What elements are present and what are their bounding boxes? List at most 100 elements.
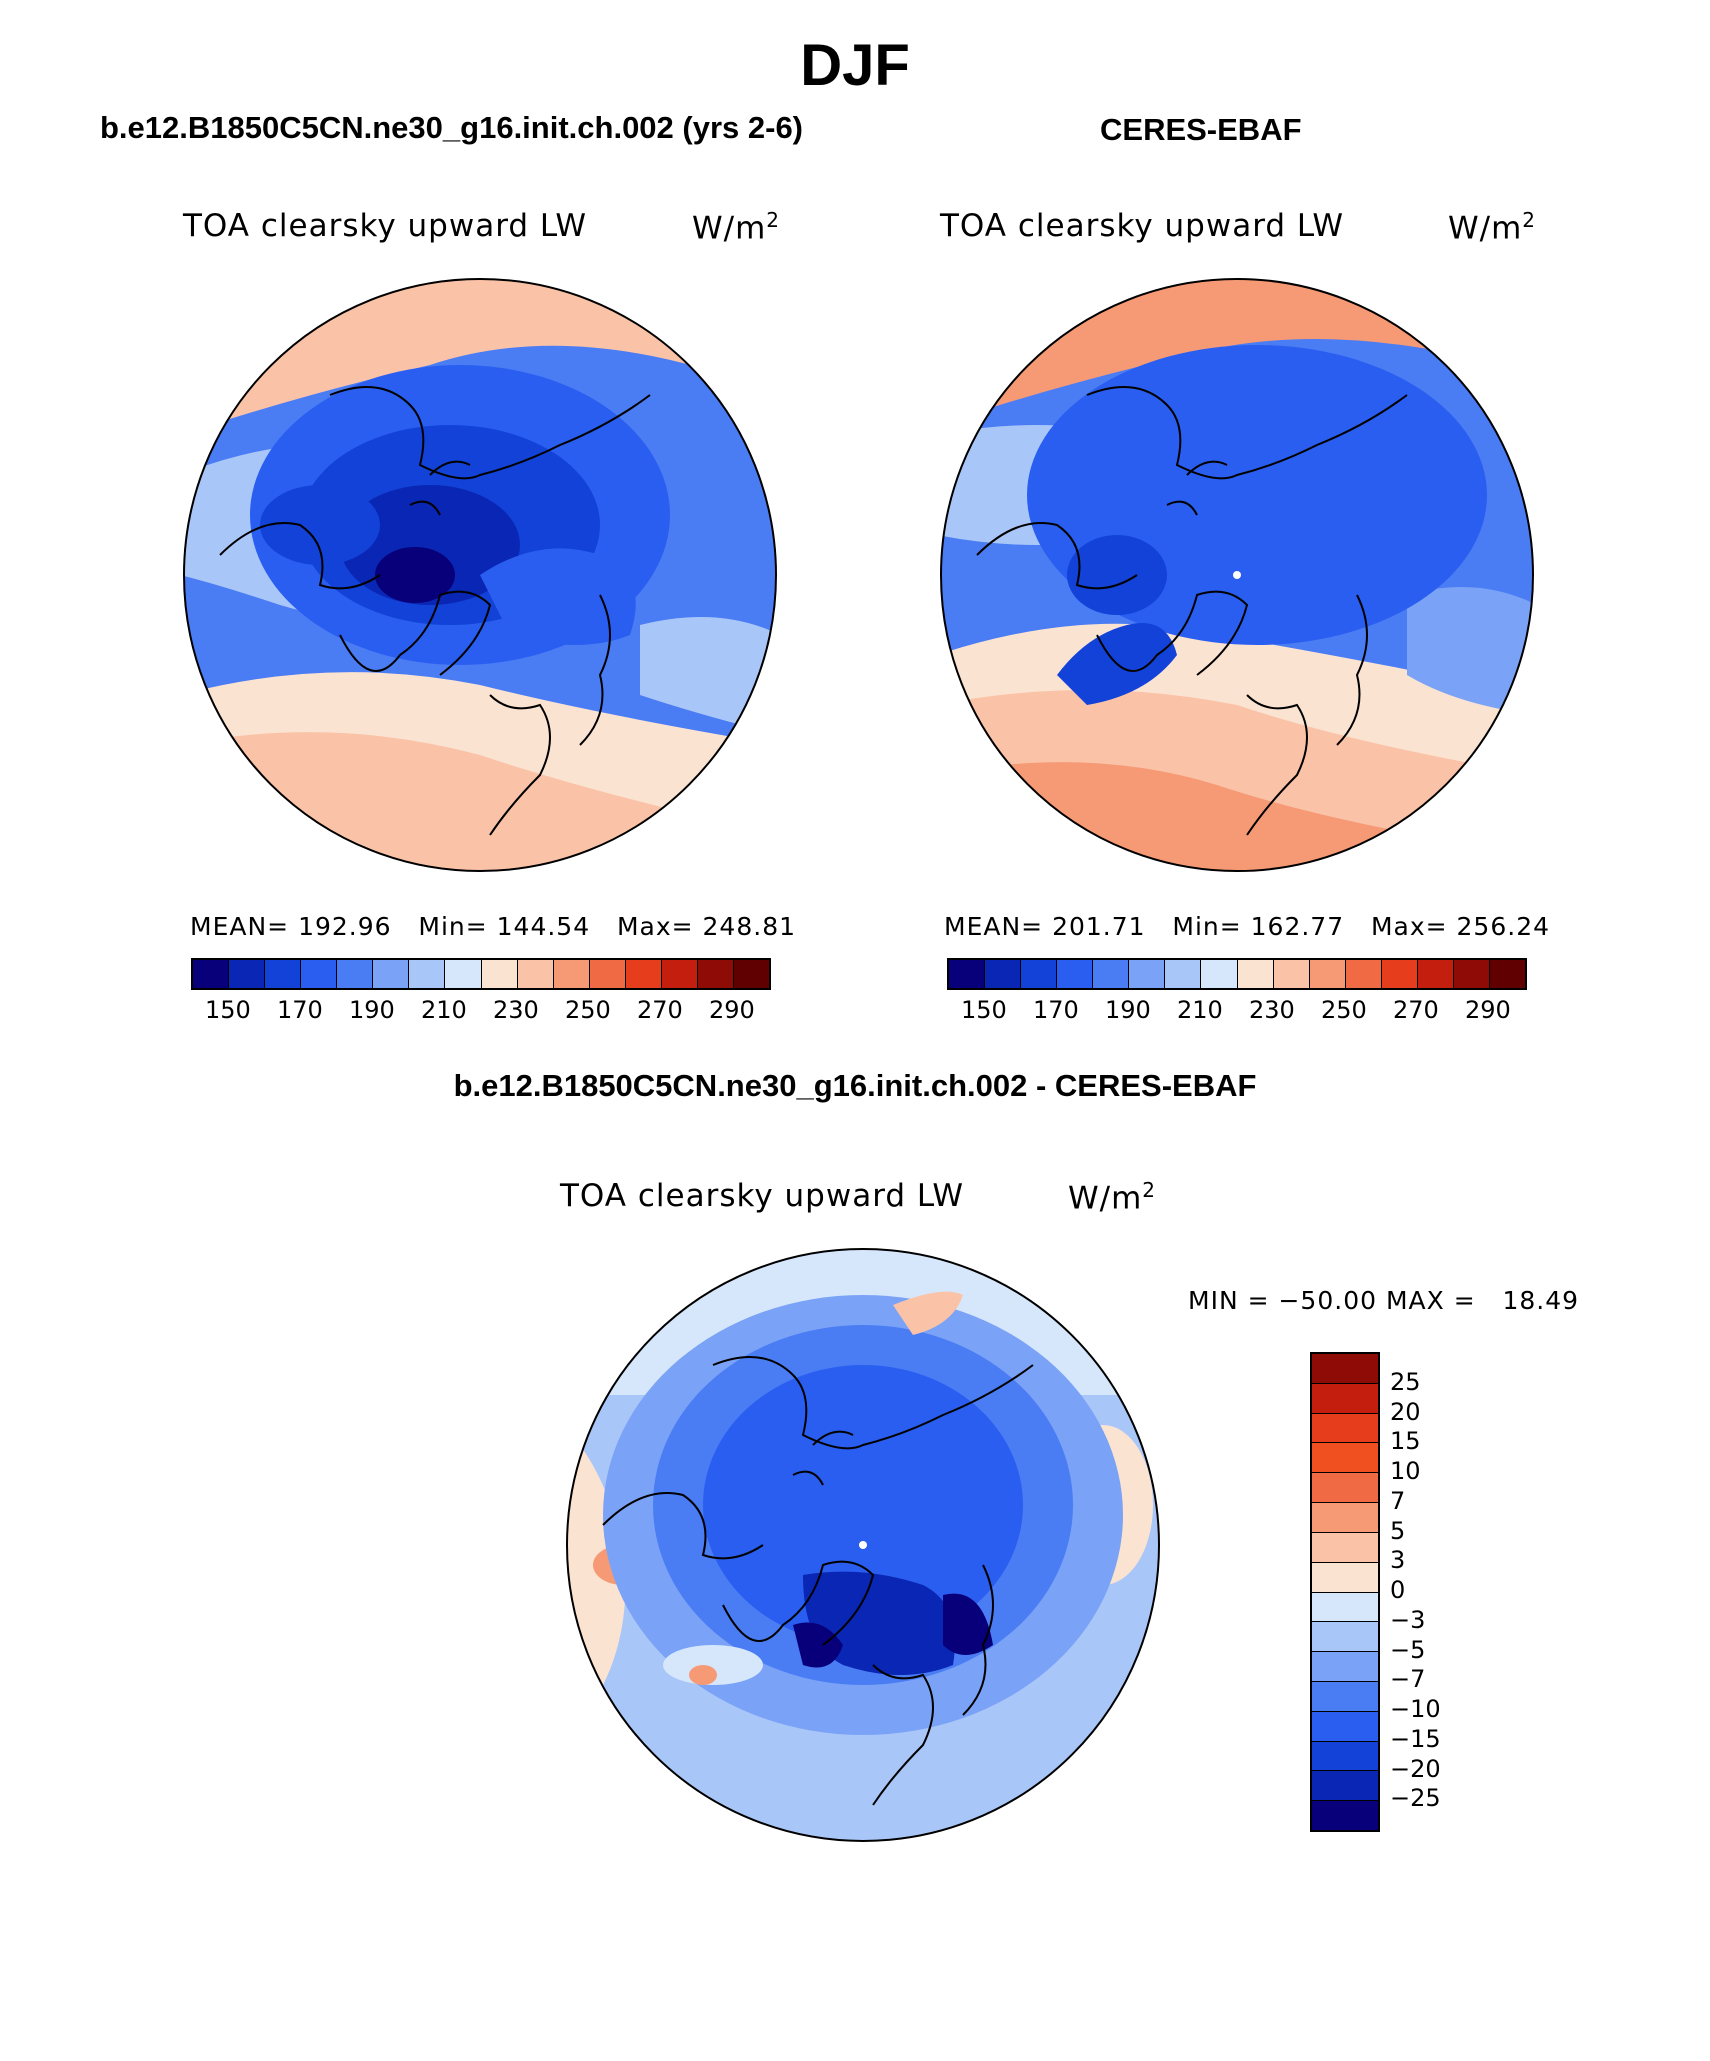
colorbar-swatch: [1312, 1801, 1378, 1830]
colorbar-swatch: [1312, 1652, 1378, 1682]
colorbar-tick-label: 150: [205, 996, 251, 1024]
colorbar-swatch: [661, 960, 698, 988]
model-stats: MEAN= 192.96 Min= 144.54 Max= 248.81: [190, 912, 797, 941]
model-variable-label: TOA clearsky upward LW: [183, 208, 588, 244]
colorbar-swatch: [445, 960, 482, 988]
colorbar-tick-label: 230: [493, 996, 539, 1024]
colorbar-swatch: [301, 960, 338, 988]
colorbar-tick-label: 170: [1033, 996, 1079, 1024]
colorbar-swatch: [733, 960, 769, 988]
colorbar-tick-label: 210: [1177, 996, 1223, 1024]
colorbar-swatch: [1345, 960, 1382, 988]
colorbar-swatch: [1312, 1383, 1378, 1414]
colorbar-swatch: [625, 960, 662, 988]
model-colorbar: [191, 958, 771, 990]
colorbar-tick-label: −10: [1390, 1695, 1441, 1723]
colorbar-tick-label: 250: [565, 996, 611, 1024]
colorbar-swatch: [1021, 960, 1058, 988]
colorbar-swatch: [1312, 1711, 1378, 1742]
colorbar-tick-label: 290: [709, 996, 755, 1024]
colorbar-tick-label: 210: [421, 996, 467, 1024]
colorbar-swatch: [1312, 1443, 1378, 1474]
colorbar-swatch: [337, 960, 374, 988]
colorbar-swatch: [949, 960, 986, 988]
colorbar-tick-label: 250: [1321, 996, 1367, 1024]
colorbar-swatch: [481, 960, 518, 988]
colorbar-tick-label: −15: [1390, 1724, 1441, 1753]
colorbar-swatch: [193, 960, 230, 988]
colorbar-swatch: [1312, 1622, 1378, 1653]
obs-colorbar-labels: 150 170 190 210 230 250 270 290: [947, 996, 1523, 1026]
colorbar-tick-label: 25: [1390, 1367, 1421, 1396]
colorbar-swatch: [1312, 1354, 1378, 1384]
colorbar-swatch: [553, 960, 590, 988]
colorbar-swatch: [1312, 1413, 1378, 1444]
colorbar-tick-label: 230: [1249, 996, 1295, 1024]
colorbar-swatch: [1312, 1473, 1378, 1504]
colorbar-swatch: [1093, 960, 1130, 988]
colorbar-tick-label: 190: [349, 996, 395, 1024]
colorbar-tick-label: −25: [1390, 1784, 1441, 1813]
colorbar-swatch: [1417, 960, 1454, 988]
colorbar-tick-label: −7: [1390, 1665, 1426, 1694]
colorbar-swatch: [1489, 960, 1525, 988]
obs-units-label: W/m2: [1448, 208, 1537, 247]
colorbar-swatch: [1273, 960, 1310, 988]
colorbar-tick-label: 7: [1390, 1486, 1406, 1515]
diff-variable-label: TOA clearsky upward LW: [560, 1178, 965, 1214]
colorbar-swatch: [1129, 960, 1166, 988]
colorbar-swatch: [1312, 1771, 1378, 1802]
figure-title: DJF: [800, 33, 910, 98]
colorbar-tick-label: 20: [1390, 1397, 1421, 1426]
colorbar-swatch: [1381, 960, 1418, 988]
obs-variable-label: TOA clearsky upward LW: [940, 208, 1345, 244]
colorbar-tick-label: 3: [1390, 1546, 1406, 1575]
colorbar-tick-label: 0: [1390, 1576, 1406, 1604]
colorbar-swatch: [1312, 1681, 1378, 1712]
difference-colorbar: [1310, 1352, 1380, 1832]
colorbar-tick-label: 5: [1390, 1516, 1406, 1545]
colorbar-swatch: [1237, 960, 1274, 988]
colorbar-tick-label: −20: [1390, 1754, 1441, 1783]
obs-polar-map: [940, 278, 1534, 872]
colorbar-swatch: [229, 960, 266, 988]
model-colorbar-labels: 150 170 190 210 230 250 270 290: [191, 996, 767, 1026]
colorbar-swatch: [1057, 960, 1094, 988]
colorbar-swatch: [1312, 1562, 1378, 1593]
colorbar-swatch: [589, 960, 626, 988]
colorbar-tick-label: 150: [961, 996, 1007, 1024]
colorbar-tick-label: 10: [1390, 1457, 1421, 1485]
colorbar-swatch: [517, 960, 554, 988]
difference-polar-map: [566, 1248, 1160, 1842]
colorbar-tick-label: 15: [1390, 1427, 1421, 1456]
colorbar-swatch: [1201, 960, 1238, 988]
colorbar-tick-label: 170: [277, 996, 323, 1024]
colorbar-swatch: [1312, 1532, 1378, 1563]
model-units-label: W/m2: [692, 208, 781, 247]
difference-case-title: b.e12.B1850C5CN.ne30_g16.init.ch.002 - C…: [453, 1068, 1257, 1103]
colorbar-tick-label: 190: [1105, 996, 1151, 1024]
model-polar-map: [183, 278, 777, 872]
obs-stats: MEAN= 201.71 Min= 162.77 Max= 256.24: [944, 912, 1551, 941]
obs-colorbar: [947, 958, 1527, 990]
colorbar-swatch: [1312, 1741, 1378, 1772]
colorbar-tick-label: −3: [1390, 1605, 1426, 1634]
colorbar-swatch: [1453, 960, 1490, 988]
colorbar-swatch: [373, 960, 410, 988]
colorbar-tick-label: −5: [1390, 1635, 1426, 1664]
colorbar-tick-label: 290: [1465, 996, 1511, 1024]
model-case-title: b.e12.B1850C5CN.ne30_g16.init.ch.002 (yr…: [100, 110, 804, 145]
diff-stats: MIN = −50.00 MAX = 18.49: [1188, 1286, 1580, 1315]
diff-units-label: W/m2: [1068, 1178, 1157, 1217]
colorbar-swatch: [1312, 1592, 1378, 1623]
colorbar-swatch: [985, 960, 1022, 988]
colorbar-swatch: [1309, 960, 1346, 988]
colorbar-swatch: [1312, 1503, 1378, 1533]
colorbar-swatch: [1165, 960, 1202, 988]
colorbar-swatch: [409, 960, 446, 988]
colorbar-swatch: [697, 960, 734, 988]
colorbar-tick-label: 270: [1393, 996, 1439, 1024]
colorbar-swatch: [265, 960, 302, 988]
obs-case-title: CERES-EBAF: [1100, 112, 1302, 147]
colorbar-tick-label: 270: [637, 996, 683, 1024]
